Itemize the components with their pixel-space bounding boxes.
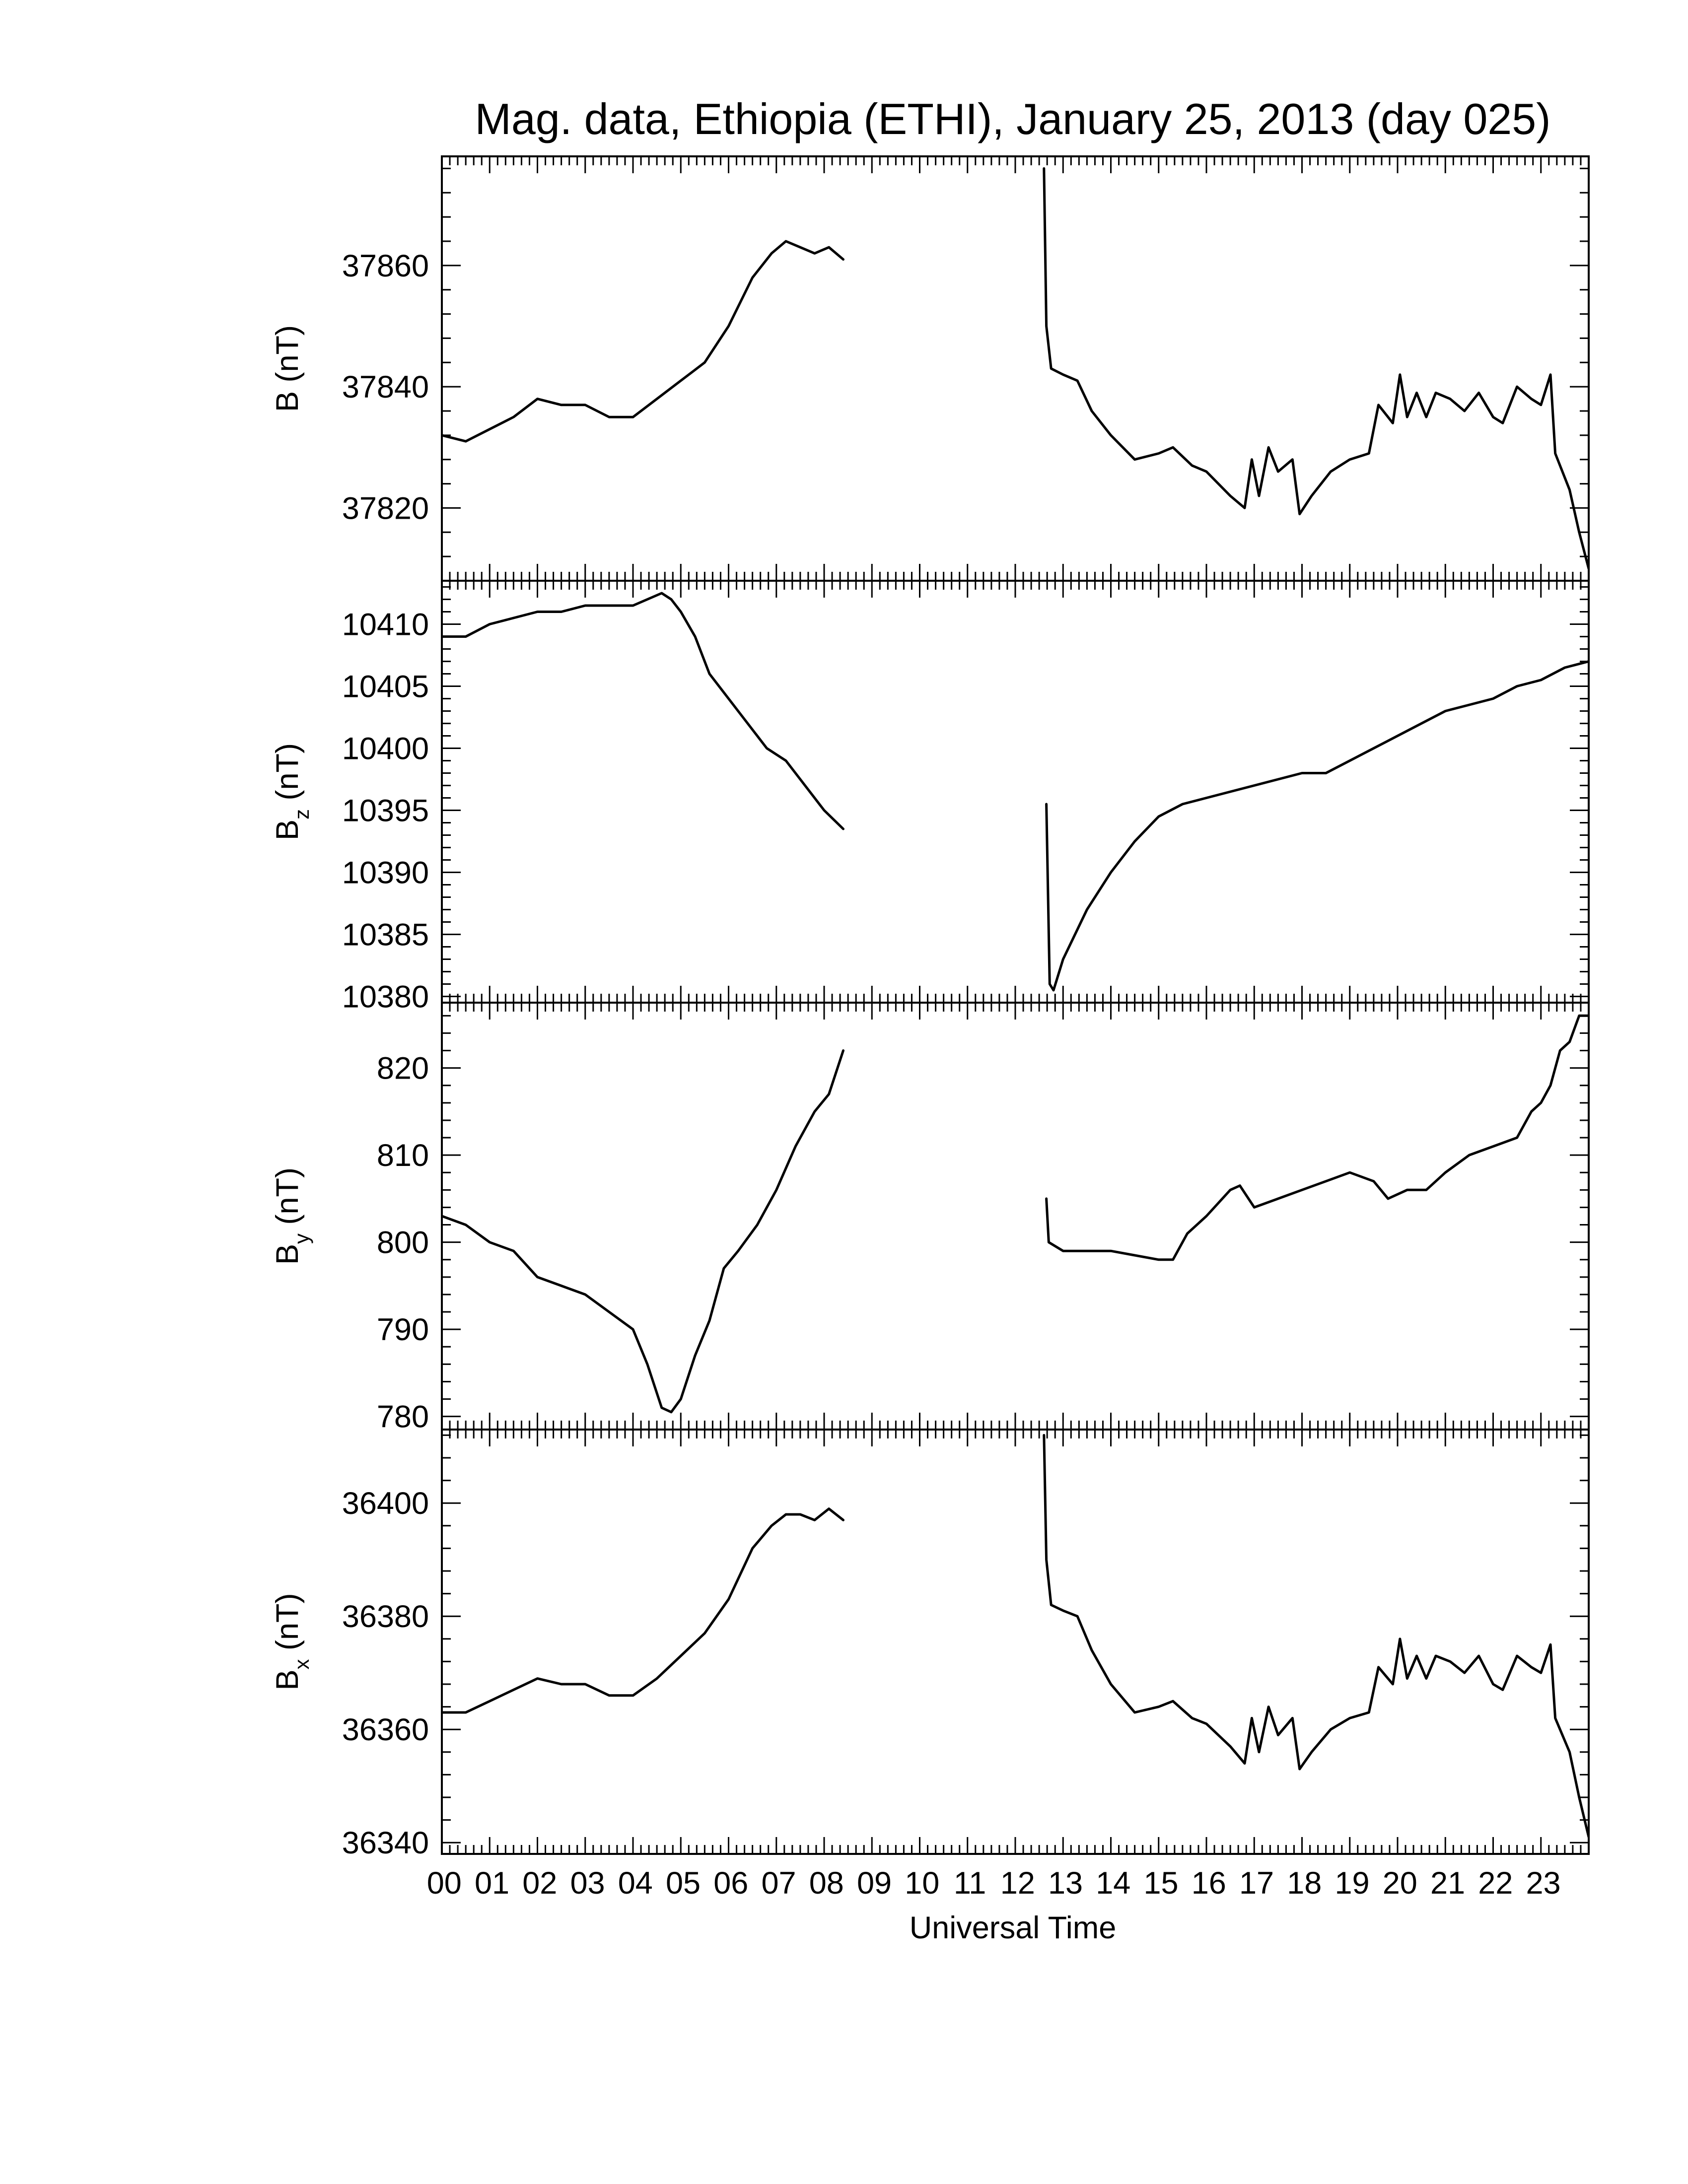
x-tick-label: 20 [1383, 1866, 1417, 1901]
x-tick-label: 16 [1192, 1866, 1226, 1901]
y-tick-label: 36380 [342, 1599, 429, 1634]
y-tick-label: 10395 [342, 794, 429, 828]
x-tick-label: 10 [905, 1866, 939, 1901]
series-segment-1 [442, 240, 844, 443]
y-tick-label: 37860 [342, 249, 429, 283]
y-tick-label: 10410 [342, 608, 429, 642]
panel-2: 10380 10385 10390 10395 10400 10405 10410 Bz (n… [270, 580, 1590, 1015]
y-tick-label: 810 [377, 1138, 429, 1173]
y-tick-label: 10405 [342, 670, 429, 704]
x-tick-label: 12 [1000, 1866, 1035, 1901]
x-tick-label: 03 [570, 1866, 605, 1901]
series-segment-1 [442, 1049, 844, 1414]
y-tick-label: 37820 [342, 491, 429, 526]
x-tick-label: 00 [427, 1866, 462, 1901]
y-tick-label: 790 [377, 1312, 429, 1347]
y-tick-label: 36340 [342, 1826, 429, 1860]
series-segment-2 [1045, 1014, 1589, 1261]
panel-1: 37820 37840 37860 B (nT) [270, 155, 1590, 582]
x-tick-label: 04 [618, 1866, 653, 1901]
x-tick-label: 11 [954, 1866, 986, 1901]
x-tick-label: 08 [809, 1866, 844, 1901]
y-tick-label: 10385 [342, 918, 429, 953]
series-segment-2 [1043, 167, 1589, 570]
panel-frame [441, 155, 1590, 582]
panels-group: 37820 37840 37860 B (nT) 10380 10385 10390 1039… [270, 155, 1590, 1901]
x-tick-label: 23 [1526, 1866, 1561, 1901]
panel-frame [441, 1002, 1590, 1431]
x-tick-label: 01 [475, 1866, 509, 1901]
y-axis-label: Bz (nT) [270, 743, 313, 840]
x-tick-label: 05 [666, 1866, 701, 1901]
panel-3: 780 790 800 810 820 By (nT) [270, 1002, 1590, 1434]
series-segment-2 [1043, 1433, 1589, 1839]
y-axis-label: Bx (nT) [270, 1593, 313, 1690]
panel-frame [441, 1429, 1590, 1855]
x-tick-label: 06 [713, 1866, 748, 1901]
x-tick-label: 09 [857, 1866, 892, 1901]
x-tick-label: 17 [1239, 1866, 1274, 1901]
y-tick-label: 36400 [342, 1486, 429, 1521]
y-tick-label: 10390 [342, 856, 429, 890]
x-tick-label: 19 [1335, 1866, 1370, 1901]
y-tick-label: 36360 [342, 1712, 429, 1747]
chart-title: Mag. data, Ethiopia (ETHI), January 25, … [475, 94, 1551, 143]
x-tick-label: 21 [1430, 1866, 1465, 1901]
x-axis-label: Universal Time [910, 1911, 1117, 1945]
y-tick-label: 820 [377, 1051, 429, 1086]
series-segment-1 [442, 592, 844, 830]
series-segment-2 [1045, 660, 1589, 992]
series-segment-1 [442, 1507, 844, 1714]
y-tick-label: 10400 [342, 732, 429, 766]
x-tick-label: 18 [1287, 1866, 1322, 1901]
x-tick-label: 07 [762, 1866, 796, 1901]
y-tick-label: 37840 [342, 370, 429, 405]
x-tick-label: 13 [1048, 1866, 1083, 1901]
x-tick-label: 14 [1096, 1866, 1130, 1901]
y-tick-label: 800 [377, 1226, 429, 1260]
x-tick-label: 02 [522, 1866, 557, 1901]
x-tick-label: 22 [1478, 1866, 1513, 1901]
y-tick-label: 780 [377, 1400, 429, 1434]
panel-4: 36340 36360 36380 36400 Bx (nT) 00 01 02 03 04 05 0… [270, 1429, 1590, 1901]
y-tick-label: 10380 [342, 980, 429, 1015]
y-axis-label: By (nT) [270, 1167, 313, 1265]
panel-frame [441, 580, 1590, 1004]
x-tick-label: 15 [1144, 1866, 1179, 1901]
y-axis-label: B (nT) [270, 325, 305, 412]
